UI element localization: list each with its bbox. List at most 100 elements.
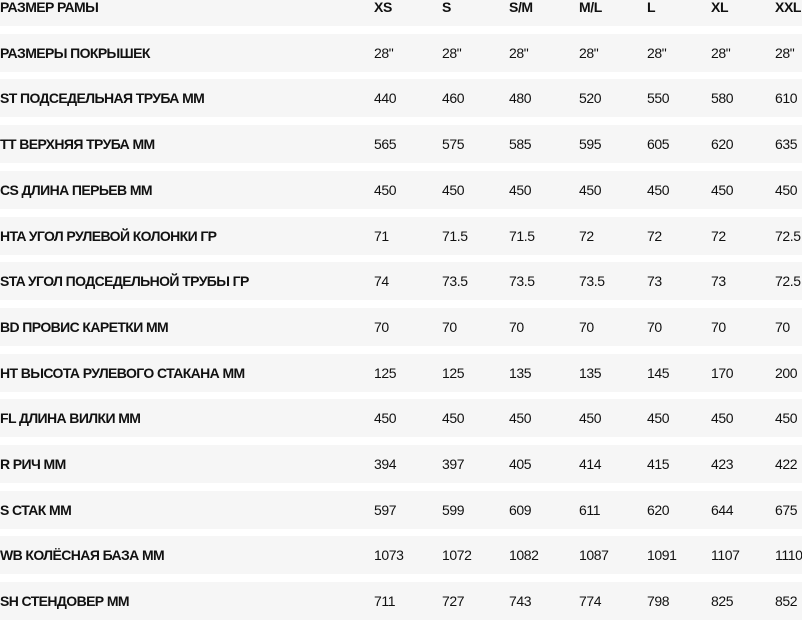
value-cell: 825 bbox=[711, 593, 734, 610]
table-row: STA УГОЛ ПОДСЕДЕЛЬНОЙ ТРУБЫ ГР 74 73.5 73.5… bbox=[0, 262, 802, 301]
value-cell: 170 bbox=[711, 364, 734, 381]
header-label: РАЗМЕР РАМЫ bbox=[0, 0, 99, 15]
value-cell: 450 bbox=[775, 181, 798, 198]
value-cell: 585 bbox=[509, 136, 532, 153]
value-cell: 135 bbox=[509, 364, 532, 381]
row-label: BD ПРОВИС КАРЕТКИ ММ bbox=[0, 318, 169, 335]
value-cell: 1072 bbox=[442, 547, 472, 564]
value-cell: 727 bbox=[442, 593, 465, 610]
value-cell: 1107 bbox=[711, 547, 740, 564]
value-cell: 743 bbox=[509, 593, 532, 610]
value-cell: 70 bbox=[711, 318, 726, 335]
value-cell: 450 bbox=[579, 410, 602, 427]
value-cell: 70 bbox=[374, 318, 389, 335]
value-cell: 422 bbox=[775, 456, 798, 472]
value-cell: 1091 bbox=[647, 547, 677, 564]
table-row: РАЗМЕРЫ ПОКРЫШЕК 28" 28" 28" 28" 28" 28" 28" bbox=[0, 33, 802, 72]
row-label: S СТАК ММ bbox=[0, 501, 72, 518]
value-cell: 1110 bbox=[775, 547, 802, 564]
value-cell: 414 bbox=[579, 456, 602, 472]
value-cell: 72 bbox=[579, 227, 594, 244]
value-cell: 73.5 bbox=[509, 273, 535, 290]
row-label: HTA УГОЛ РУЛЕВОЙ КОЛОНКИ ГР bbox=[0, 227, 217, 244]
table-header-row: РАЗМЕР РАМЫ XS S S/M M/L L XL XXL bbox=[0, 0, 802, 26]
value-cell: 135 bbox=[579, 364, 602, 381]
value-cell: 597 bbox=[374, 501, 397, 518]
value-cell: 620 bbox=[711, 136, 734, 153]
value-cell: 565 bbox=[374, 136, 397, 153]
value-cell: 450 bbox=[775, 410, 798, 427]
row-label: TT ВЕРХНЯЯ ТРУБА ММ bbox=[0, 136, 155, 153]
value-cell: 72.5 bbox=[775, 273, 801, 290]
value-cell: 852 bbox=[775, 593, 798, 610]
value-cell: 450 bbox=[509, 410, 532, 427]
value-cell: 125 bbox=[374, 364, 397, 381]
value-cell: 28" bbox=[647, 44, 667, 61]
value-cell: 620 bbox=[647, 501, 670, 518]
value-cell: 70 bbox=[442, 318, 457, 335]
value-cell: 460 bbox=[442, 90, 465, 107]
value-cell: 73.5 bbox=[579, 273, 605, 290]
table-row: FL ДЛИНА ВИЛКИ ММ 450 450 450 450 450 450 450 bbox=[0, 399, 802, 438]
row-label: WB КОЛЁСНАЯ БАЗА ММ bbox=[0, 547, 165, 564]
value-cell: 520 bbox=[579, 90, 602, 107]
value-cell: 74 bbox=[374, 273, 389, 290]
value-cell: 405 bbox=[509, 456, 532, 472]
row-label: STA УГОЛ ПОДСЕДЕЛЬНОЙ ТРУБЫ ГР bbox=[0, 273, 249, 290]
value-cell: 580 bbox=[711, 90, 734, 107]
size-header-cell: L bbox=[647, 0, 656, 15]
value-cell: 635 bbox=[775, 136, 798, 153]
value-cell: 28" bbox=[442, 44, 462, 61]
value-cell: 595 bbox=[579, 136, 602, 153]
value-cell: 28" bbox=[579, 44, 599, 61]
value-cell: 450 bbox=[711, 410, 734, 427]
value-cell: 72 bbox=[647, 227, 662, 244]
row-label: SH СТЕНДОВЕР ММ bbox=[0, 593, 130, 610]
value-cell: 28" bbox=[509, 44, 529, 61]
value-cell: 28" bbox=[775, 44, 795, 61]
size-header-cell: M/L bbox=[579, 0, 602, 15]
value-cell: 73 bbox=[711, 273, 726, 290]
row-label: ST ПОДСЕДЕЛЬНАЯ ТРУБА ММ bbox=[0, 90, 205, 107]
value-cell: 71.5 bbox=[509, 227, 535, 244]
size-header-cell: XXL bbox=[775, 0, 802, 15]
row-label: HT ВЫСОТА РУЛЕВОГО СТАКАНА ММ bbox=[0, 364, 245, 381]
value-cell: 774 bbox=[579, 593, 602, 610]
value-cell: 71 bbox=[374, 227, 389, 244]
row-label: FL ДЛИНА ВИЛКИ ММ bbox=[0, 410, 141, 427]
value-cell: 72 bbox=[711, 227, 726, 244]
value-cell: 575 bbox=[442, 136, 465, 153]
value-cell: 609 bbox=[509, 501, 532, 518]
value-cell: 1073 bbox=[374, 547, 404, 564]
table-row: S СТАК ММ 597 599 609 611 620 644 675 bbox=[0, 490, 802, 529]
table-row: SH СТЕНДОВЕР ММ 711 727 743 774 798 825 852 bbox=[0, 582, 802, 620]
value-cell: 1087 bbox=[579, 547, 609, 564]
table-row: HT ВЫСОТА РУЛЕВОГО СТАКАНА ММ 125 125 135 13… bbox=[0, 353, 802, 392]
value-cell: 28" bbox=[374, 44, 394, 61]
value-cell: 415 bbox=[647, 456, 670, 472]
value-cell: 450 bbox=[374, 181, 397, 198]
value-cell: 450 bbox=[647, 410, 670, 427]
value-cell: 397 bbox=[442, 456, 465, 472]
row-label: CS ДЛИНА ПЕРЬЕВ ММ bbox=[0, 181, 153, 198]
value-cell: 70 bbox=[647, 318, 662, 335]
size-header-cell: S bbox=[442, 0, 451, 15]
value-cell: 480 bbox=[509, 90, 532, 107]
value-cell: 644 bbox=[711, 501, 734, 518]
value-cell: 1082 bbox=[509, 547, 539, 564]
table-row: TT ВЕРХНЯЯ ТРУБА ММ 565 575 585 595 605 620 635 bbox=[0, 125, 802, 164]
value-cell: 450 bbox=[442, 181, 465, 198]
value-cell: 611 bbox=[579, 501, 601, 518]
size-header-cell: XL bbox=[711, 0, 729, 15]
table-row: ST ПОДСЕДЕЛЬНАЯ ТРУБА ММ 440 460 480 520 550 5… bbox=[0, 79, 802, 118]
value-cell: 440 bbox=[374, 90, 397, 107]
value-cell: 72.5 bbox=[775, 227, 801, 244]
value-cell: 450 bbox=[374, 410, 397, 427]
value-cell: 450 bbox=[711, 181, 734, 198]
value-cell: 450 bbox=[442, 410, 465, 427]
value-cell: 71.5 bbox=[442, 227, 468, 244]
value-cell: 798 bbox=[647, 593, 670, 610]
size-header-cell: S/M bbox=[509, 0, 533, 15]
value-cell: 675 bbox=[775, 501, 798, 518]
value-cell: 450 bbox=[509, 181, 532, 198]
